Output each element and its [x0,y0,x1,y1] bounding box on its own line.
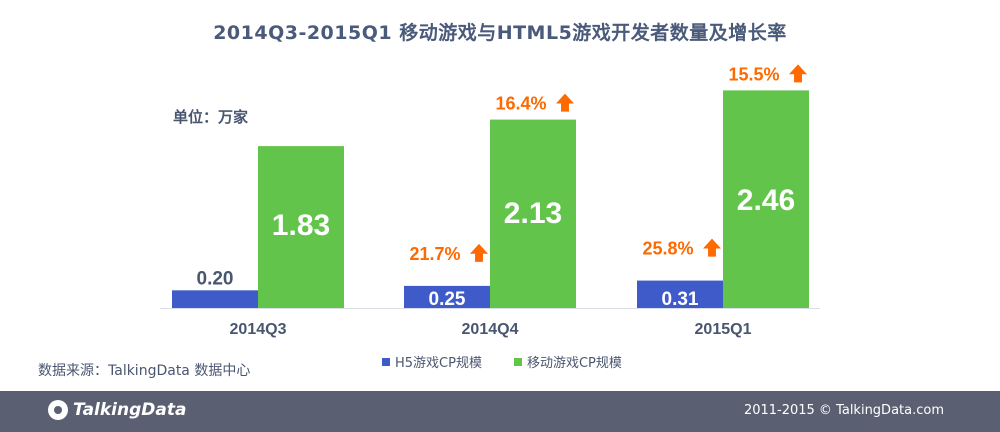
growth-label-h5-2015Q1: 25.8% [642,239,693,259]
bar-chart: 0.20 1.83 2014Q3 0.25 21.7% 2.13 16.4% 2014Q4 0.… [160,64,820,338]
growth-arrow-icon-mobile-2015Q1 [789,64,807,83]
growth-arrow-icon-h5-2014Q4 [470,243,488,262]
value-label-h5-2014Q4: 0.25 [429,289,466,310]
value-label-mobile-2014Q3: 1.83 [272,209,330,242]
chart-title: 2014Q3-2015Q1 移动游戏与HTML5游戏开发者数量及增长率 [213,22,787,44]
x-tick-label-2014Q3: 2014Q3 [230,321,287,338]
copyright-text: 2011-2015 © TalkingData.com [743,403,944,418]
value-label-mobile-2015Q1: 2.46 [737,184,795,217]
legend-label-h5: H5游戏CP规模 [395,356,482,371]
logo-text: TalkingData [73,400,187,420]
legend-item-h5: H5游戏CP规模 [382,352,482,371]
unit-label: 单位：万家 [173,108,249,126]
value-label-mobile-2014Q4: 2.13 [504,197,562,230]
legend: H5游戏CP规模 移动游戏CP规模 [382,352,622,371]
legend-item-mobile: 移动游戏CP规模 [513,352,622,371]
logo-icon [48,400,68,420]
x-tick-label-2015Q1: 2015Q1 [695,321,752,338]
growth-label-mobile-2014Q4: 16.4% [495,94,546,114]
growth-label-h5-2014Q4: 21.7% [409,244,460,264]
footer-bar: TalkingData 2011-2015 © TalkingData.com [0,391,1000,432]
legend-label-mobile: 移动游戏CP规模 [526,356,622,371]
bar-h5-2014Q4 [404,285,490,308]
source-note: 数据来源：TalkingData 数据中心 [38,363,251,379]
value-label-h5-2015Q1: 0.31 [662,289,699,310]
growth-arrow-icon-h5-2015Q1 [703,238,721,257]
bar-mobile-2014Q4 [490,119,576,308]
bar-h5-2014Q3 [172,290,258,308]
legend-swatch-h5 [382,357,390,366]
growth-arrow-icon-mobile-2014Q4 [556,93,574,112]
value-label-h5-2014Q3: 0.20 [197,268,234,289]
bar-mobile-2015Q1 [723,90,809,308]
legend-swatch-mobile [513,357,522,366]
growth-label-mobile-2015Q1: 15.5% [728,64,779,84]
bar-h5-2015Q1 [637,280,723,308]
talkingdata-logo: TalkingData [48,400,186,420]
bar-mobile-2014Q3 [258,146,344,308]
x-tick-label-2014Q4: 2014Q4 [462,321,519,338]
